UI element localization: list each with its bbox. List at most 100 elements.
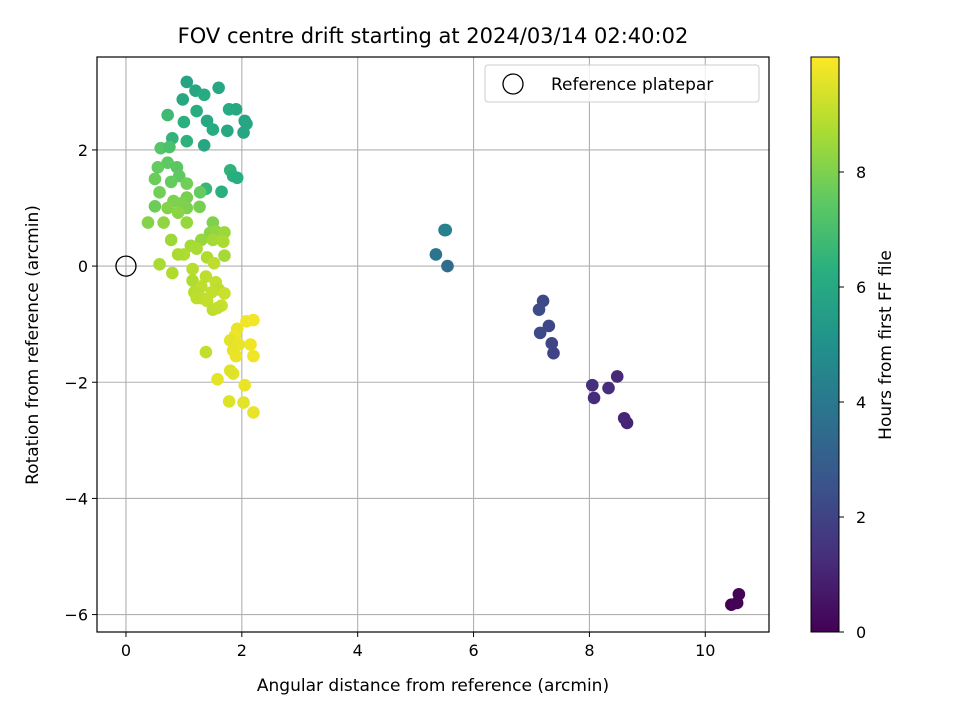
data-point bbox=[197, 88, 211, 102]
data-point bbox=[237, 126, 250, 139]
data-point bbox=[586, 378, 599, 392]
data-point bbox=[732, 587, 746, 601]
data-point bbox=[211, 301, 224, 315]
data-point bbox=[206, 123, 220, 136]
reference-platepar-marker bbox=[115, 255, 137, 277]
data-point bbox=[186, 262, 199, 276]
data-point bbox=[237, 396, 250, 409]
data-point bbox=[148, 199, 162, 213]
data-point bbox=[247, 406, 260, 419]
data-point bbox=[218, 226, 231, 239]
data-point bbox=[547, 346, 560, 360]
data-point bbox=[617, 411, 631, 425]
legend-label-reference: Reference platepar bbox=[551, 75, 713, 95]
data-point bbox=[190, 104, 203, 118]
data-point bbox=[177, 115, 191, 129]
chart-title: FOV centre drift starting at 2024/03/14 … bbox=[178, 24, 689, 48]
data-point bbox=[211, 373, 224, 386]
data-point bbox=[221, 124, 234, 138]
data-point bbox=[153, 258, 166, 271]
x-tick-label: 0 bbox=[121, 641, 131, 660]
data-point bbox=[171, 248, 185, 261]
colorbar-tick-label: 6 bbox=[856, 278, 866, 297]
data-point bbox=[164, 233, 178, 247]
data-point bbox=[218, 287, 231, 300]
data-point bbox=[171, 206, 185, 219]
data-point bbox=[176, 93, 190, 106]
colorbar-gradient bbox=[810, 56, 840, 633]
y-axis-label: Rotation from reference (arcmin) bbox=[23, 205, 43, 485]
data-point bbox=[180, 177, 194, 190]
plot-frame bbox=[96, 56, 770, 633]
x-tick-label: 8 bbox=[584, 641, 594, 660]
data-point bbox=[180, 216, 194, 229]
data-point bbox=[153, 186, 166, 199]
data-point bbox=[157, 216, 170, 229]
x-axis-ticks: 0 2 4 6 8 10 bbox=[121, 632, 715, 660]
data-point bbox=[229, 102, 243, 116]
data-point bbox=[206, 233, 220, 247]
legend: Reference platepar bbox=[484, 64, 760, 103]
data-point bbox=[441, 259, 454, 273]
x-tick-label: 6 bbox=[468, 641, 478, 660]
data-point bbox=[215, 185, 228, 199]
data-point bbox=[218, 249, 231, 262]
data-point bbox=[141, 216, 155, 229]
data-point bbox=[532, 303, 546, 316]
data-point bbox=[247, 313, 260, 327]
colorbar-tick-label: 0 bbox=[856, 623, 866, 642]
data-point bbox=[164, 175, 178, 189]
legend-box bbox=[484, 64, 760, 103]
data-point bbox=[148, 172, 162, 186]
data-point bbox=[199, 345, 213, 359]
data-point bbox=[163, 140, 176, 154]
data-point bbox=[587, 391, 601, 405]
data-point bbox=[222, 395, 236, 408]
data-point bbox=[216, 235, 230, 248]
data-point bbox=[199, 270, 213, 283]
data-point bbox=[545, 337, 559, 350]
y-tick-label: 0 bbox=[78, 257, 88, 276]
data-point bbox=[161, 108, 174, 122]
data-point bbox=[238, 378, 252, 392]
colorbar-tick-label: 4 bbox=[856, 393, 866, 412]
data-point bbox=[212, 81, 225, 95]
data-point bbox=[166, 266, 179, 280]
data-point bbox=[197, 138, 211, 152]
data-point bbox=[207, 256, 221, 270]
x-axis-label: Angular distance from reference (arcmin) bbox=[257, 676, 609, 696]
data-point bbox=[151, 161, 165, 174]
colorbar-tick-label: 2 bbox=[856, 508, 866, 527]
data-point bbox=[193, 200, 206, 214]
data-point bbox=[193, 186, 207, 199]
colorbar-ticks: 0 2 4 6 8 bbox=[839, 163, 866, 642]
data-point bbox=[542, 319, 556, 333]
y-tick-label: −4 bbox=[64, 489, 88, 508]
data-point bbox=[602, 381, 615, 395]
data-point bbox=[180, 75, 194, 89]
data-point bbox=[180, 134, 194, 148]
x-tick-label: 2 bbox=[237, 641, 247, 660]
x-tick-label: 4 bbox=[353, 641, 363, 660]
data-point bbox=[161, 201, 174, 215]
y-axis-ticks: 2 0 −2 −4 −6 bbox=[64, 141, 97, 625]
data-point bbox=[610, 370, 624, 383]
x-tick-label: 10 bbox=[695, 641, 715, 660]
data-point bbox=[229, 349, 243, 363]
data-points bbox=[115, 75, 746, 612]
data-point bbox=[247, 349, 260, 363]
data-point bbox=[223, 364, 237, 377]
y-tick-label: −2 bbox=[64, 373, 88, 392]
colorbar-tick-label: 8 bbox=[856, 163, 866, 182]
y-tick-label: 2 bbox=[78, 141, 88, 160]
legend-marker-reference bbox=[502, 73, 524, 95]
data-point bbox=[244, 338, 257, 351]
data-point bbox=[439, 223, 453, 237]
data-point bbox=[429, 248, 443, 261]
data-point bbox=[190, 291, 203, 305]
colorbar: 0 2 4 6 8 Hours from first FF file bbox=[810, 56, 896, 642]
colorbar-label: Hours from first FF file bbox=[876, 250, 896, 440]
data-point bbox=[190, 242, 203, 255]
grid-lines bbox=[97, 57, 769, 632]
